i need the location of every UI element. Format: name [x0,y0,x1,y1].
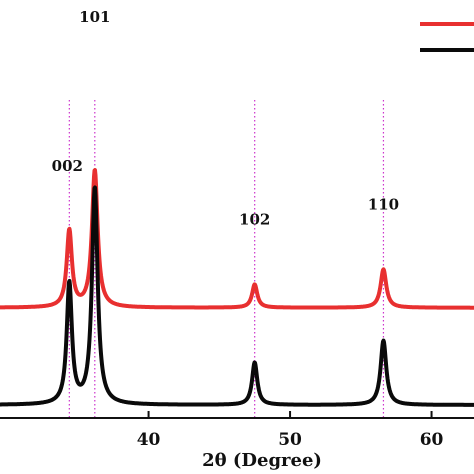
x-axis: 40 50 60 [0,411,474,450]
x-tick-label-60: 60 [420,430,444,450]
x-tick-label-40: 40 [137,430,161,450]
x-tick-label-50: 50 [278,430,302,450]
peak-label-110: 110 [368,195,399,213]
series-layer [0,168,474,407]
peak-labels: 002 101 102 110 [52,8,399,228]
peak-label-002: 002 [52,157,83,175]
series-line-2 [0,185,474,407]
legend [420,22,474,52]
series-line-1 [0,168,474,310]
x-axis-title: 2θ (Degree) [202,450,322,471]
reference-lines [68,100,385,418]
peak-label-101: 101 [79,8,110,26]
peak-label-102: 102 [239,210,270,228]
